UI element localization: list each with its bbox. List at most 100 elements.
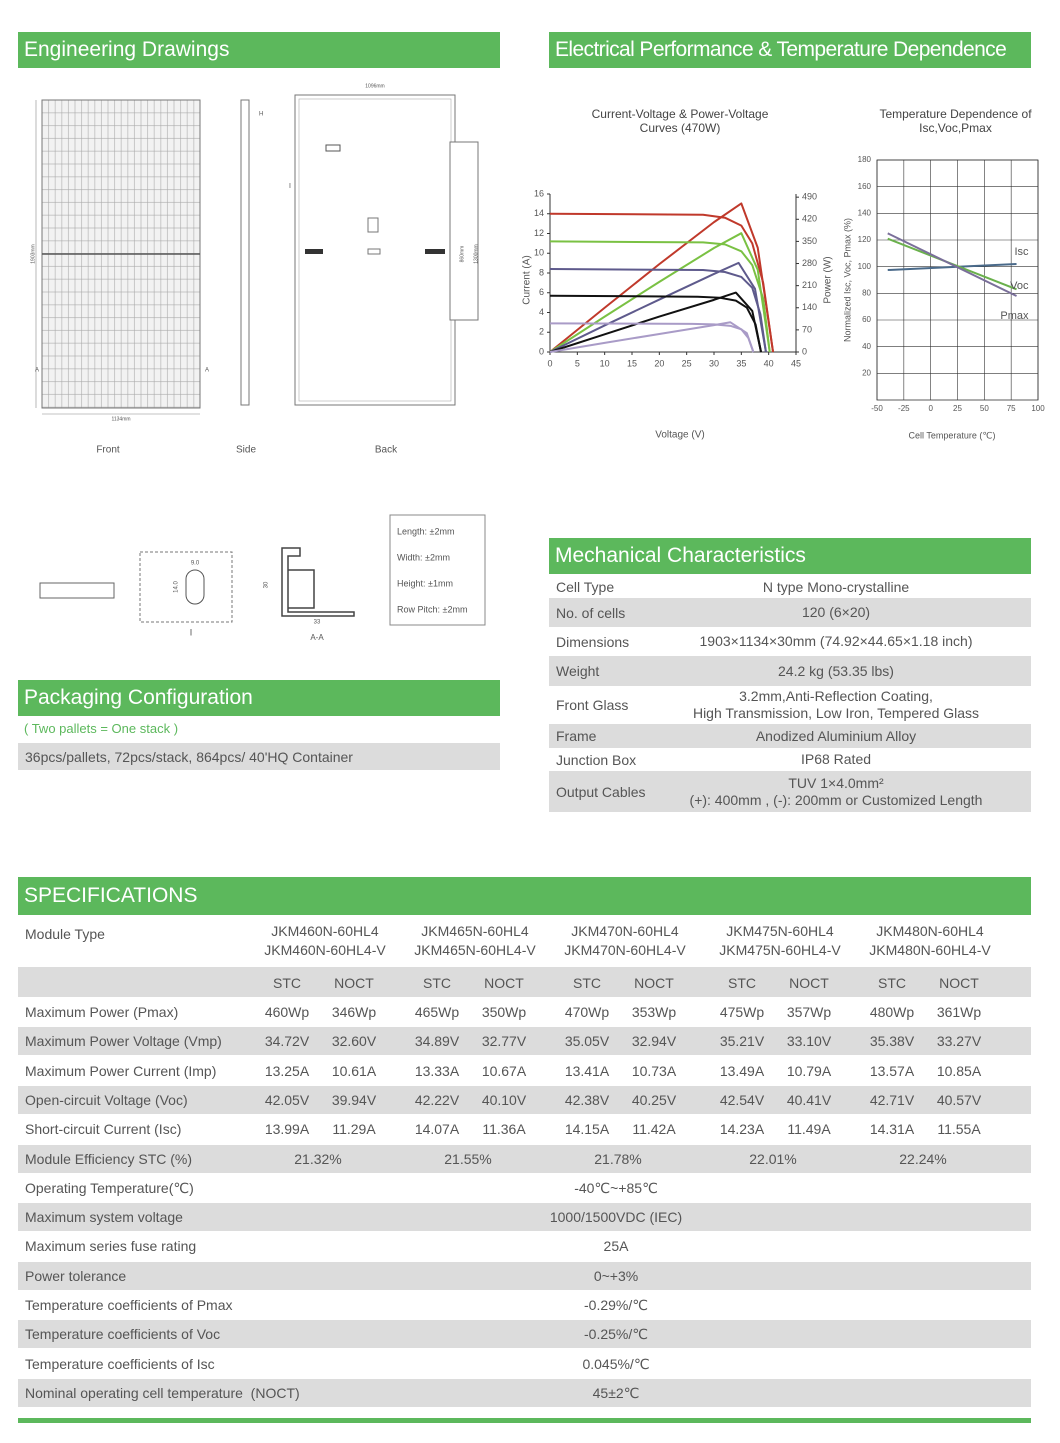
x-tick-label: 35	[736, 358, 746, 368]
x-axis-label: Cell Temperature (℃)	[909, 430, 996, 440]
row-background	[18, 1203, 1031, 1232]
row-value: 35.05V	[564, 1033, 610, 1050]
detail-label: I	[190, 627, 193, 637]
row-value: 34.72V	[264, 1033, 310, 1050]
row-background	[18, 1085, 1031, 1114]
section-header: Electrical Performance & Temperature Dep…	[549, 32, 1031, 68]
row-label: Nominal operating cell temperature (NOCT…	[25, 1384, 300, 1401]
x-tick-label: 25	[953, 404, 962, 413]
row-label: Open-circuit Voltage (Voc)	[25, 1091, 188, 1108]
row-value: 40.57V	[936, 1091, 982, 1108]
condition-header: STC	[273, 975, 301, 991]
y-tick-label: 40	[862, 342, 871, 351]
series-line	[887, 232, 1017, 297]
y-tick-label: 20	[862, 368, 871, 377]
condition-header: STC	[423, 975, 451, 991]
row-label: Front Glass	[556, 697, 629, 713]
row-value: 1903×1134×30mm (74.92×44.65×1.18 inch)	[699, 633, 973, 649]
condition-header: STC	[728, 975, 756, 991]
row-value: 40.41V	[786, 1091, 832, 1108]
row-value: 13.33A	[414, 1062, 460, 1079]
y2-tick-label: 420	[802, 214, 817, 224]
detail-mark: I	[289, 183, 291, 190]
model-name: JKM470N-60HL4	[571, 923, 679, 939]
row-label: Maximum Power Voltage (Vmp)	[25, 1033, 222, 1050]
row-value: 11.29A	[332, 1121, 376, 1138]
packaging-note: ( Two pallets = One stack )	[24, 721, 179, 736]
tolerance: Height: ±1mm	[397, 578, 453, 588]
row-value: 13.57A	[869, 1062, 915, 1079]
row-value: 42.54V	[719, 1091, 765, 1108]
row-value: 346Wp	[331, 1004, 377, 1020]
y2-tick-label: 490	[802, 192, 817, 202]
tolerance: Row Pitch: ±2mm	[397, 604, 467, 614]
row-value: -0.25%/℃	[584, 1326, 648, 1343]
model-name: JKM475N-60HL4-V	[719, 942, 841, 958]
x-tick-label: 0	[928, 404, 933, 413]
row-value: 14.23A	[719, 1121, 765, 1138]
packaging-text: 36pcs/pallets, 72pcs/stack, 864pcs/ 40'H…	[25, 749, 353, 765]
row-value: 10.73A	[631, 1062, 677, 1079]
dim-label: 1300mm	[473, 244, 479, 263]
y-tick-label: 140	[858, 208, 872, 217]
hole-dim: 14.0	[174, 581, 180, 593]
condition-header: NOCT	[484, 975, 524, 991]
model-name: JKM465N-60HL4	[421, 923, 529, 939]
row-value: 13.99A	[264, 1121, 310, 1138]
row-value: 11.49A	[787, 1121, 831, 1138]
series-line	[549, 268, 767, 353]
row-value: 11.36A	[482, 1121, 526, 1138]
detail-box	[139, 551, 233, 623]
row-value: 21.78%	[594, 1150, 642, 1167]
row-label: Short-circuit Current (Isc)	[25, 1121, 182, 1138]
row-label: Module Efficiency STC (%)	[25, 1150, 193, 1167]
row-label: Maximum Power Current (Imp)	[25, 1062, 217, 1079]
chart-title: Current-Voltage & Power-Voltage Curves (…	[591, 107, 769, 135]
row-label: Temperature coefficients of Pmax	[25, 1297, 233, 1313]
row-value: 470Wp	[564, 1004, 610, 1020]
y2-tick-label: 350	[802, 236, 817, 246]
row-value: 11.55A	[937, 1121, 981, 1138]
row-background	[18, 967, 1031, 997]
row-value: -40℃~+85℃	[574, 1179, 658, 1196]
view-label: Back	[375, 445, 398, 456]
x-tick-label: 30	[709, 358, 719, 368]
section-header: Packaging Configuration	[18, 680, 500, 716]
condition-header: STC	[878, 975, 906, 991]
section-header: Mechanical Characteristics	[549, 538, 1031, 574]
row-value: 460Wp	[264, 1004, 310, 1020]
y2-tick-label: 210	[802, 280, 817, 290]
row-background	[549, 656, 1031, 686]
row-background	[549, 598, 1031, 627]
row-background	[549, 771, 1031, 812]
row-value: 24.2 kg (53.35 lbs)	[778, 662, 894, 679]
row-value: 14.07A	[414, 1121, 460, 1138]
row-value: 32.94V	[631, 1033, 677, 1050]
row-label: Dimensions	[556, 633, 630, 650]
label-plate	[325, 144, 341, 152]
frame-profile	[281, 547, 355, 617]
series-line	[549, 202, 775, 353]
row-value: 480Wp	[869, 1004, 915, 1020]
row-background	[18, 1320, 1031, 1349]
y2-tick-label: 280	[802, 258, 817, 268]
row-value: 33.10V	[786, 1033, 832, 1050]
condition-header: STC	[573, 975, 601, 991]
row-label: Frame	[556, 728, 597, 744]
junction-box	[367, 217, 379, 233]
pallet-rail	[449, 141, 479, 321]
row-value: 353Wp	[631, 1004, 677, 1020]
row-value: 0~+3%	[593, 1267, 639, 1284]
row-value: 21.55%	[444, 1150, 492, 1167]
x-tick-label: 0	[547, 358, 552, 368]
row-label: Maximum series fuse rating	[25, 1238, 197, 1255]
row-value: 33.27V	[936, 1033, 982, 1050]
y-tick-label: 60	[862, 315, 871, 324]
series-label: Voc	[1010, 280, 1029, 292]
model-name: JKM460N-60HL4-V	[264, 942, 386, 958]
x-axis-label: Voltage (V)	[655, 430, 704, 441]
row-value: TUV 1×4.0mm²	[788, 774, 884, 791]
row-value: 0.045%/℃	[582, 1355, 650, 1372]
x-tick-label: 45	[791, 358, 801, 368]
row-value: 1000/1500VDC (IEC)	[549, 1209, 683, 1226]
